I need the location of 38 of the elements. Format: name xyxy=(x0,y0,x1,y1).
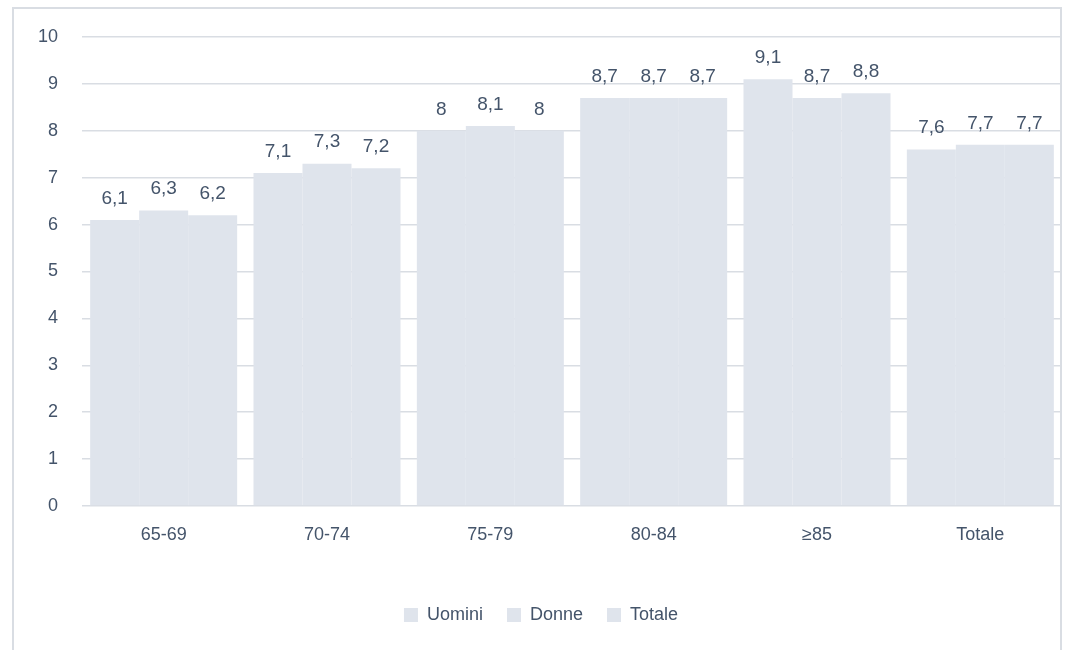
data-label: 8,7 xyxy=(803,64,831,86)
x-tick-label: 70-74 xyxy=(303,523,351,544)
y-tick-label: 6 xyxy=(47,213,58,234)
data-label: 8,7 xyxy=(689,64,716,86)
x-tick-label: 75-79 xyxy=(467,523,514,544)
y-tick-label: 9 xyxy=(47,72,58,93)
data-label: 8,7 xyxy=(591,64,618,86)
data-label: 8 xyxy=(436,97,447,119)
x-tick-label: Totale xyxy=(956,523,1005,544)
y-tick-label: 0 xyxy=(47,494,58,515)
x-tick-label: ≥85 xyxy=(802,523,832,544)
legend-label: Donne xyxy=(529,603,584,624)
data-label: 7,3 xyxy=(313,130,341,152)
data-label: 7,7 xyxy=(1016,111,1043,133)
data-label: 6,1 xyxy=(101,186,128,208)
data-label: 7,6 xyxy=(918,116,945,138)
data-label: 8,8 xyxy=(852,60,880,82)
data-label: 7,2 xyxy=(362,135,390,157)
y-tick-label: 10 xyxy=(37,25,58,46)
y-tick-label: 8 xyxy=(47,119,58,140)
data-label: 8,7 xyxy=(640,64,667,86)
legend-label: Uomini xyxy=(426,603,483,624)
data-label: 8 xyxy=(534,97,545,119)
data-label: 8,1 xyxy=(477,92,504,114)
y-tick-label: 7 xyxy=(47,166,58,187)
y-tick-label: 5 xyxy=(47,260,58,281)
data-label: 7,1 xyxy=(264,139,292,161)
y-tick-label: 1 xyxy=(47,448,58,469)
x-tick-label: 65-69 xyxy=(140,523,187,544)
data-label: 7,7 xyxy=(967,111,994,133)
data-label: 9,1 xyxy=(754,45,782,67)
y-tick-label: 3 xyxy=(47,354,58,375)
y-tick-label: 4 xyxy=(47,307,58,328)
x-tick-label: 80-84 xyxy=(630,523,677,544)
y-tick-label: 2 xyxy=(47,401,58,422)
data-label: 6,2 xyxy=(199,181,226,203)
legend-label: Totale xyxy=(630,603,679,624)
data-label: 6,3 xyxy=(150,177,177,199)
